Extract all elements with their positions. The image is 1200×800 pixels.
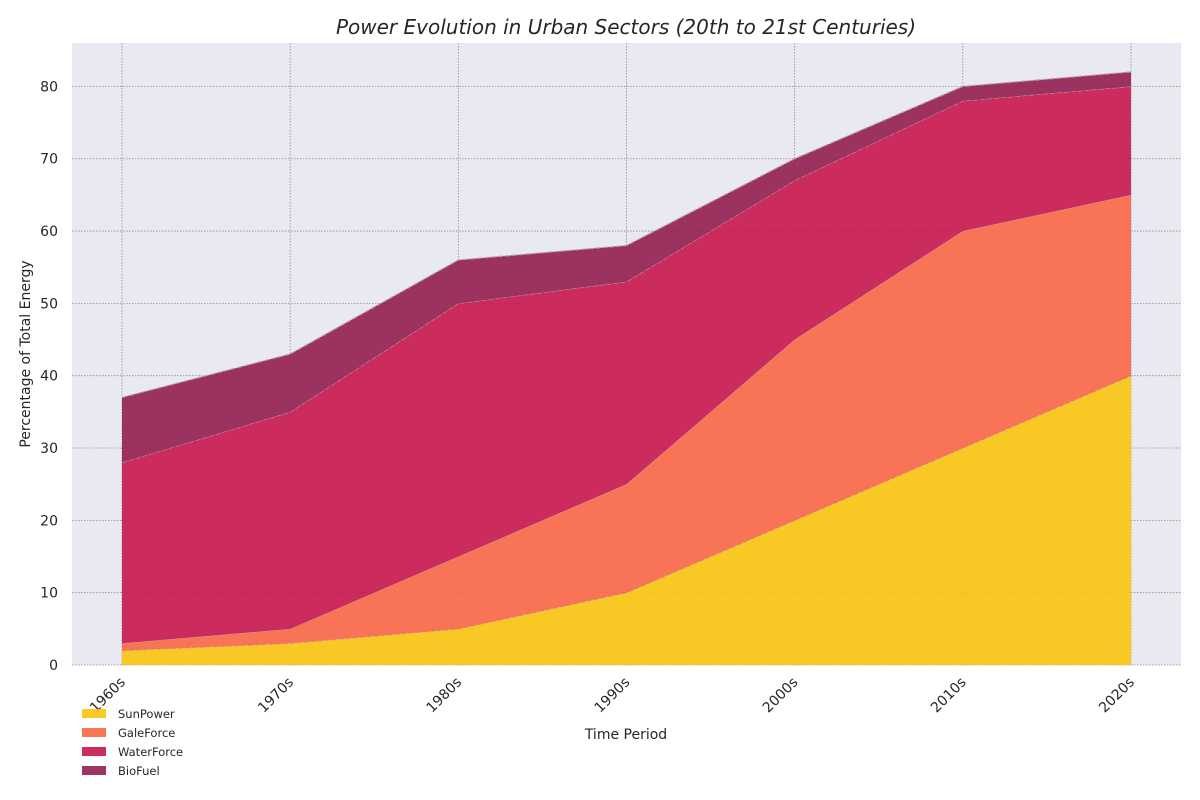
legend: SunPower GaleForce WaterForce BioFuel bbox=[82, 707, 183, 778]
legend-swatch-galeforce bbox=[82, 728, 106, 737]
x-tick-label: 1970s bbox=[255, 675, 297, 717]
legend-label-galeforce: GaleForce bbox=[118, 726, 175, 740]
x-tick-label: 2020s bbox=[1096, 675, 1138, 717]
x-axis-label: Time Period bbox=[584, 727, 667, 743]
y-tick-label: 0 bbox=[49, 658, 58, 674]
y-tick-label: 30 bbox=[40, 441, 58, 457]
x-tick-label: 1980s bbox=[423, 675, 465, 717]
legend-label-waterforce: WaterForce bbox=[118, 745, 183, 759]
y-axis-label: Percentage of Total Energy bbox=[18, 260, 34, 447]
x-tick-label: 2000s bbox=[760, 675, 802, 717]
area-edge-biofuel bbox=[121, 71, 1132, 398]
legend-swatch-sunpower bbox=[82, 709, 106, 718]
y-tick-label: 20 bbox=[40, 513, 58, 529]
y-tick-label: 50 bbox=[40, 296, 58, 312]
legend-label-sunpower: SunPower bbox=[118, 707, 175, 721]
legend-swatch-biofuel bbox=[82, 766, 106, 775]
y-tick-label: 80 bbox=[40, 79, 58, 95]
area-waterforce bbox=[122, 86, 1131, 644]
x-axis-ticks: 1960s 1970s 1980s 1990s 2000s 2010s 2020s bbox=[87, 675, 1138, 717]
y-tick-label: 60 bbox=[40, 224, 58, 240]
x-tick-label: 2010s bbox=[928, 675, 970, 717]
y-axis-ticks: 0 10 20 30 40 50 60 70 80 bbox=[40, 79, 58, 674]
area-galeforce bbox=[122, 194, 1131, 651]
y-tick-label: 70 bbox=[40, 152, 58, 168]
chart-title: Power Evolution in Urban Sectors (20th t… bbox=[336, 15, 916, 39]
area-sunpower bbox=[122, 375, 1131, 665]
area-biofuel bbox=[122, 71, 1131, 463]
y-tick-label: 40 bbox=[40, 369, 58, 385]
legend-label-biofuel: BioFuel bbox=[118, 764, 160, 778]
y-tick-label: 10 bbox=[40, 586, 58, 602]
area-series-group bbox=[121, 71, 1132, 665]
legend-swatch-waterforce bbox=[82, 747, 106, 756]
x-tick-label: 1990s bbox=[592, 675, 634, 717]
